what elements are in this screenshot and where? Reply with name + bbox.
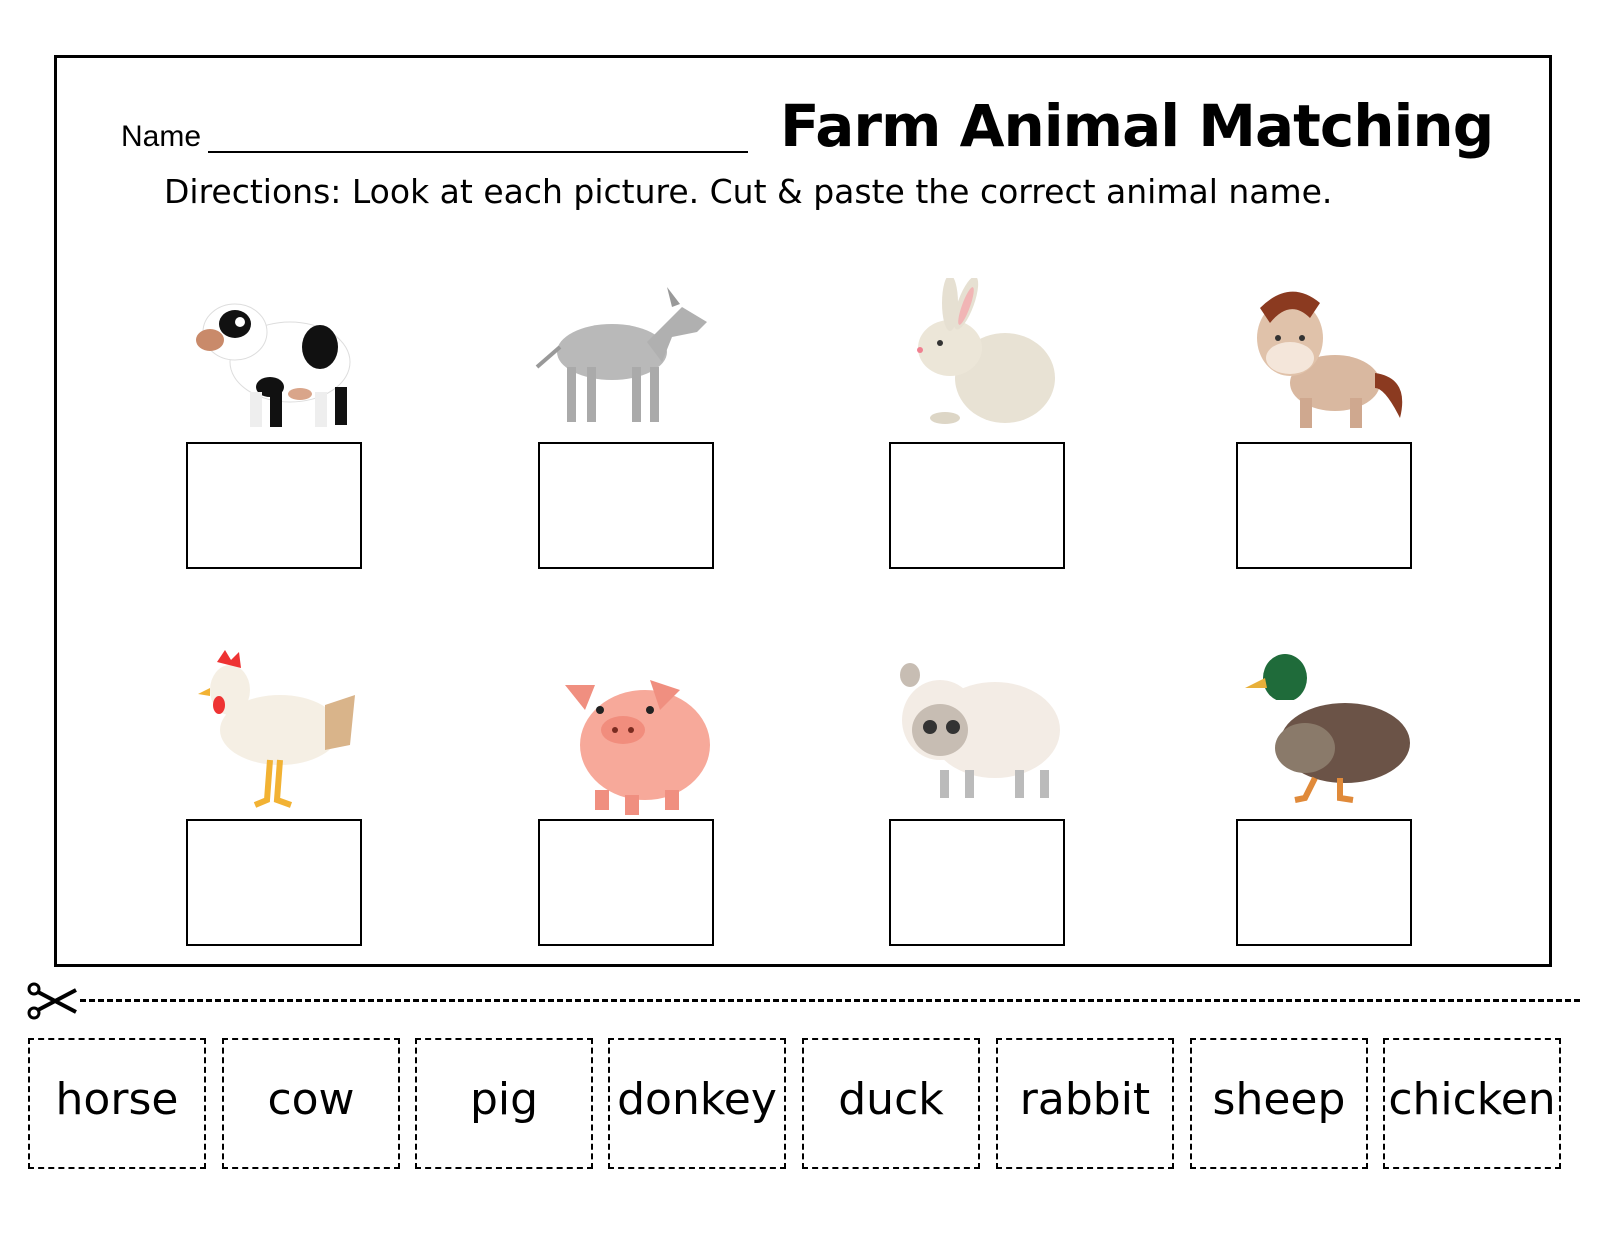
answer-box-rabbit[interactable] [889, 442, 1065, 569]
cow-icon [196, 303, 351, 427]
worksheet-frame [54, 55, 1552, 967]
name-label: Name [121, 120, 202, 153]
word-card-donkey[interactable]: donkey [608, 1038, 786, 1169]
chicken-icon [198, 650, 355, 808]
rabbit-icon [917, 278, 1055, 424]
answer-box-pig[interactable] [538, 819, 714, 946]
donkey-icon [535, 287, 707, 422]
pig-icon [565, 680, 710, 815]
name-field[interactable] [208, 151, 748, 153]
word-card-cow[interactable]: cow [222, 1038, 400, 1169]
answer-box-duck[interactable] [1236, 819, 1412, 946]
word-card-pig[interactable]: pig [415, 1038, 593, 1169]
page-title: Farm Animal Matching [780, 92, 1494, 160]
word-card-rabbit[interactable]: rabbit [996, 1038, 1174, 1169]
sheep-icon [900, 663, 1060, 798]
directions: Directions: Look at each picture. Cut & … [164, 172, 1333, 211]
cut-line [80, 999, 1580, 1002]
word-card-horse[interactable]: horse [28, 1038, 206, 1169]
answer-box-chicken[interactable] [186, 819, 362, 946]
horse-icon [1257, 291, 1403, 428]
answer-box-cow[interactable] [186, 442, 362, 569]
answer-box-donkey[interactable] [538, 442, 714, 569]
scissors-icon [27, 982, 77, 1020]
word-card-chicken[interactable]: chicken [1383, 1038, 1561, 1169]
answer-box-sheep[interactable] [889, 819, 1065, 946]
word-card-sheep[interactable]: sheep [1190, 1038, 1368, 1169]
word-card-duck[interactable]: duck [802, 1038, 980, 1169]
answer-box-horse[interactable] [1236, 442, 1412, 569]
duck-icon [1245, 654, 1410, 803]
